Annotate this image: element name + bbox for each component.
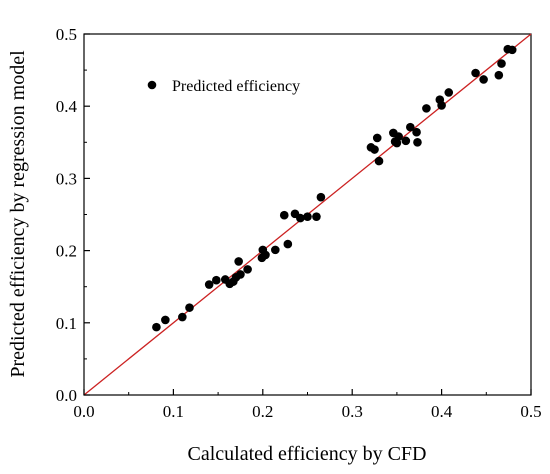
data-point: [152, 322, 161, 332]
data-point: [494, 70, 504, 80]
data-points: [152, 44, 517, 332]
data-point: [185, 303, 194, 312]
data-point: [212, 275, 221, 285]
data-point: [316, 192, 326, 202]
data-point: [243, 265, 252, 274]
x-tick-label: 0.3: [342, 402, 363, 421]
data-point: [296, 213, 305, 223]
y-tick-label: 0.4: [56, 97, 78, 116]
data-point: [479, 75, 488, 84]
y-tick-label: 0.0: [56, 386, 77, 405]
x-tick-label: 0.4: [431, 402, 453, 421]
data-point: [236, 270, 245, 279]
legend: Predicted efficiency: [147, 78, 300, 95]
data-point: [406, 122, 415, 132]
data-point: [178, 312, 187, 322]
data-point: [392, 138, 402, 148]
data-point: [234, 257, 243, 266]
y-tick-label: 0.1: [56, 314, 77, 333]
data-point: [497, 59, 506, 68]
data-point: [422, 104, 431, 113]
data-point: [204, 280, 214, 289]
data-point: [374, 156, 384, 166]
data-point: [312, 212, 321, 221]
data-point: [412, 127, 421, 137]
data-point: [507, 45, 517, 55]
y-tick-label: 0.2: [56, 242, 77, 261]
x-tick-label: 0.2: [252, 402, 273, 421]
data-point: [161, 315, 170, 325]
x-tick-label: 0.0: [73, 402, 94, 421]
legend-marker: [147, 80, 157, 90]
data-point: [401, 136, 411, 146]
data-point: [413, 138, 422, 147]
y-axis: 0.0 0.1 0.2 0.3 0.4 0.5: [56, 25, 90, 405]
data-point: [372, 133, 382, 143]
y-tick-label: 0.3: [56, 169, 77, 188]
data-point: [271, 245, 280, 255]
data-point: [444, 88, 454, 97]
data-point: [437, 101, 446, 110]
y-tick-label: 0.5: [56, 25, 77, 44]
legend-label: Predicted efficiency: [172, 78, 300, 95]
data-point: [261, 250, 270, 260]
data-point: [279, 210, 289, 220]
y-axis-title: Predicted efficiency by regression model: [7, 50, 29, 378]
x-tick-label: 0.1: [163, 402, 184, 421]
data-point: [283, 239, 293, 249]
x-axis-title: Calculated efficiency by CFD: [187, 443, 426, 465]
data-point: [471, 68, 480, 78]
data-point: [303, 212, 312, 221]
x-axis: 0.0 0.1 0.2 0.3 0.4 0.5: [73, 389, 542, 421]
x-tick-label: 0.5: [520, 402, 541, 421]
data-point: [394, 132, 403, 141]
data-point: [370, 145, 379, 154]
